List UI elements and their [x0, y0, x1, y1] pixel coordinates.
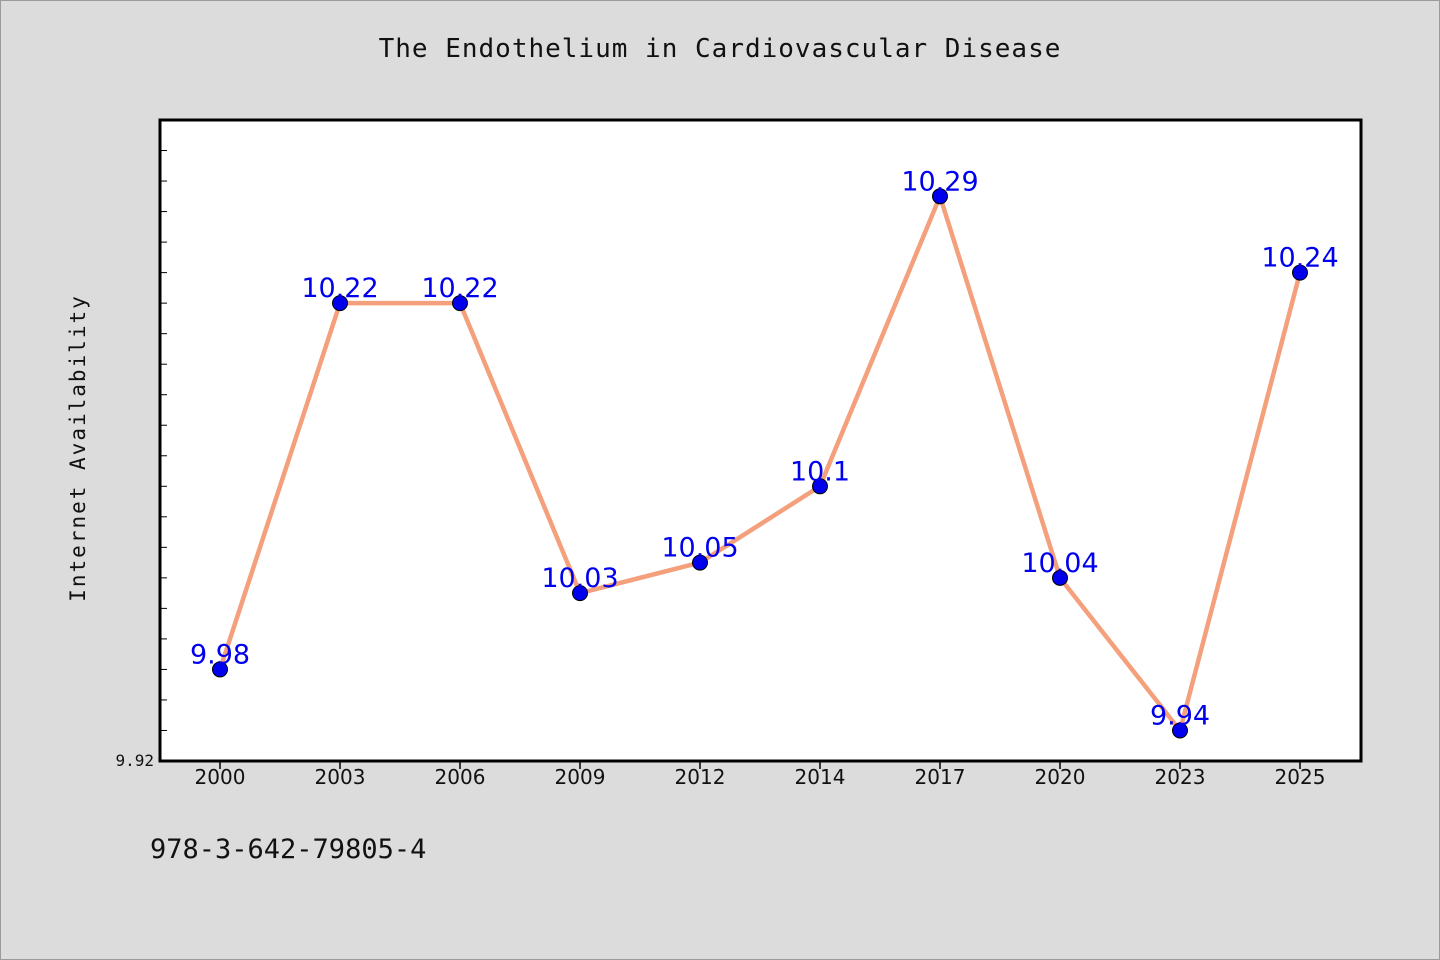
data-point	[1292, 264, 1308, 281]
data-point	[572, 585, 588, 602]
data-label: 9.94	[1150, 700, 1210, 731]
data-point	[1172, 722, 1188, 739]
data-label: 9.98	[190, 639, 250, 670]
data-label: 10.22	[421, 273, 498, 304]
x-tick-label: 2006	[435, 765, 486, 789]
x-tick-label: 2014	[795, 765, 846, 789]
data-point	[332, 295, 348, 312]
data-point	[1052, 569, 1068, 586]
isbn-footnote: 978-3-642-79805-4	[150, 834, 427, 865]
data-point	[452, 295, 468, 312]
x-tick-label: 2003	[315, 765, 366, 789]
series-layer	[212, 188, 1308, 739]
data-point	[212, 661, 228, 678]
chart-title: The Endothelium in Cardiovascular Diseas…	[378, 34, 1062, 64]
data-label: 10.04	[1021, 548, 1098, 579]
data-label: 10.22	[301, 273, 378, 304]
y-tick-label: 9.92	[115, 751, 154, 770]
x-axis-ticks: 2000 2003 2006 2009 2012 2014 2017 2020 2023 2025	[195, 761, 1326, 789]
series-line	[217, 194, 1303, 733]
x-tick-label: 2023	[1155, 765, 1206, 789]
x-tick-label: 2025	[1275, 765, 1326, 789]
data-label: 10.05	[661, 533, 738, 564]
data-labels: 9.98 10.22 10.22 10.03 10.05 10.1 10.29 10.04 9.…	[190, 166, 1339, 731]
data-point	[692, 554, 708, 571]
x-tick-label: 2000	[195, 765, 246, 789]
data-label: 10.1	[790, 456, 850, 487]
data-label: 10.29	[901, 166, 978, 197]
y-axis-ticks: 9.92	[115, 119, 167, 770]
x-tick-label: 2020	[1035, 765, 1086, 789]
plot-area	[158, 118, 1363, 763]
x-tick-label: 2012	[675, 765, 726, 789]
data-point	[932, 188, 948, 205]
data-label: 10.03	[541, 563, 618, 594]
x-tick-label: 2017	[915, 765, 966, 789]
x-tick-label: 2009	[555, 765, 606, 789]
data-point	[812, 478, 828, 495]
data-label: 10.24	[1261, 243, 1338, 274]
